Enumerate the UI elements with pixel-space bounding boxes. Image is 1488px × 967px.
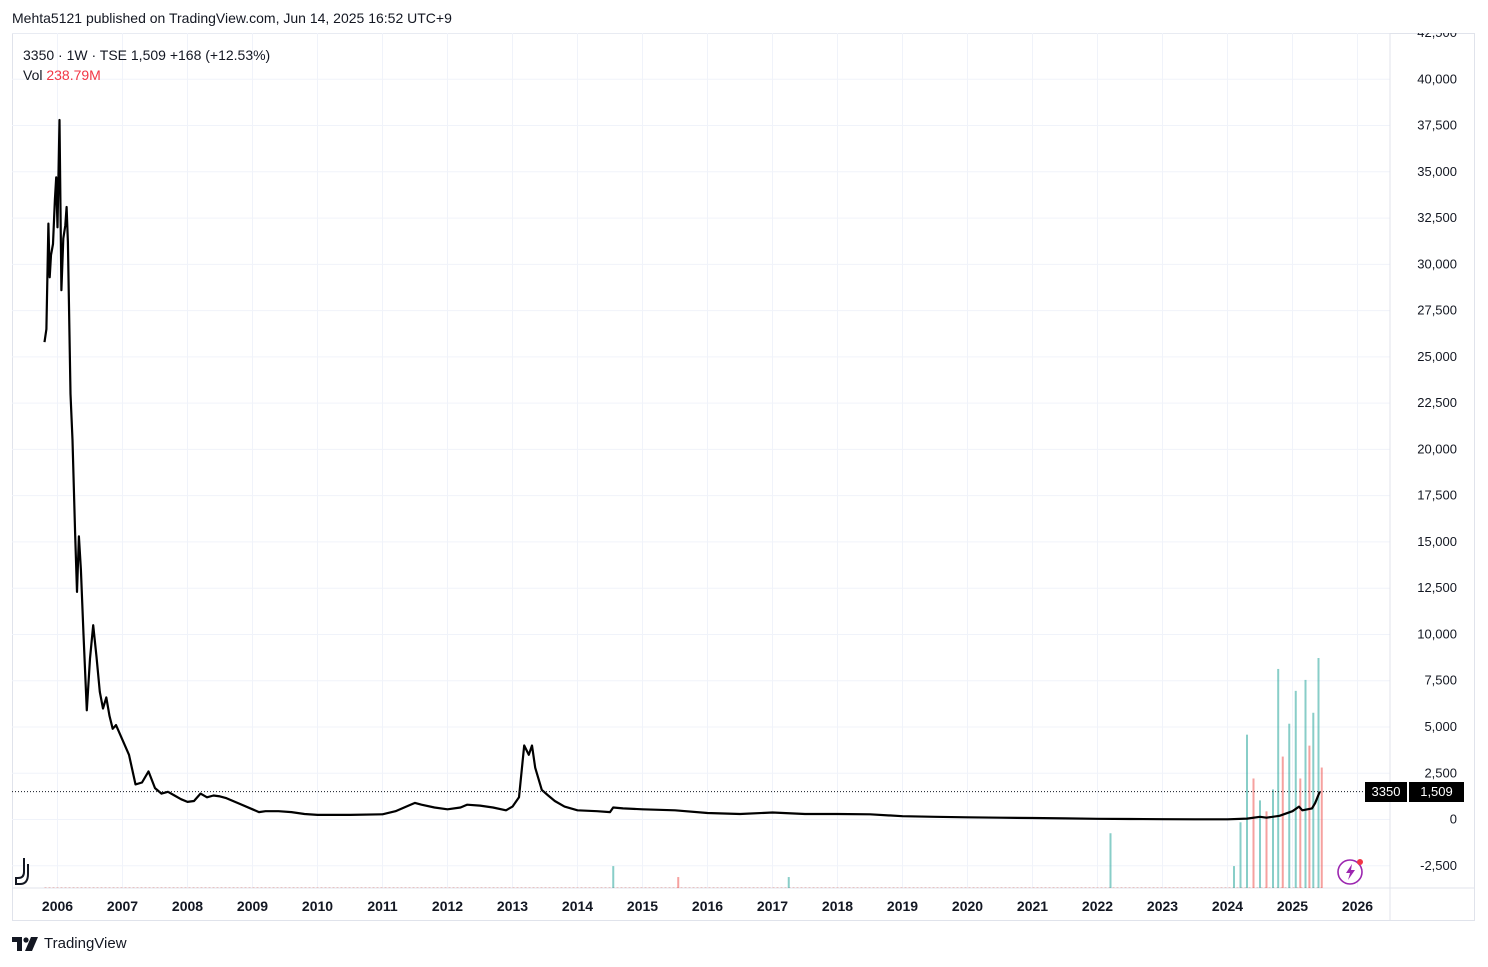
x-tick-label: 2026 [1342, 898, 1373, 914]
tradingview-logo-icon [12, 936, 38, 951]
footer: TradingView [12, 935, 127, 952]
volume-bar [1277, 668, 1280, 888]
x-tick-label: 2008 [172, 898, 203, 914]
volume-bar [1265, 811, 1268, 888]
chart-legend: 3350 · 1W · TSE 1,509 +168 (+12.53%) Vol… [23, 45, 270, 85]
current-price-tag: 1,509 [1409, 782, 1464, 802]
volume-bar [1259, 800, 1261, 888]
bolt-icon[interactable] [1337, 857, 1365, 885]
y-tick-label: 40,000 [1417, 71, 1457, 86]
y-tick-label: 35,000 [1417, 164, 1457, 179]
y-tick-label: 20,000 [1417, 441, 1457, 456]
symbol-price-tag: 3350 [1365, 782, 1407, 802]
y-tick-label: -2,500 [1420, 858, 1457, 873]
x-tick-label: 2019 [887, 898, 918, 914]
volume-bar [1294, 690, 1297, 888]
volume-bar [787, 877, 790, 888]
x-tick-label: 2022 [1082, 898, 1113, 914]
volume-value: 238.79M [46, 67, 101, 83]
volume-bar [1109, 833, 1112, 888]
footer-brand: TradingView [44, 935, 127, 952]
x-tick-label: 2015 [627, 898, 658, 914]
volume-legend: Vol 238.79M [23, 65, 270, 85]
symbol-legend: 3350 · 1W · TSE 1,509 +168 (+12.53%) [23, 47, 271, 63]
x-tick-label: 2011 [367, 898, 398, 914]
y-tick-label: 27,500 [1417, 303, 1457, 318]
x-tick-label: 2017 [757, 898, 788, 914]
volume-bar [677, 877, 680, 888]
x-tick-label: 2007 [107, 898, 138, 914]
y-tick-label: 22,500 [1417, 395, 1457, 410]
volume-bar [1246, 734, 1248, 888]
x-tick-label: 2018 [822, 898, 853, 914]
volume-bar [1304, 679, 1307, 888]
volume-bar [612, 866, 615, 888]
x-tick-label: 2012 [432, 898, 463, 914]
y-tick-label: 42,500 [1417, 33, 1457, 40]
x-tick-label: 2010 [302, 898, 333, 914]
volume-bar [1272, 789, 1274, 888]
y-tick-label: 12,500 [1417, 580, 1457, 595]
volume-bar [1233, 866, 1235, 888]
y-tick-label: 15,000 [1417, 534, 1457, 549]
y-tick-label: 17,500 [1417, 488, 1457, 503]
y-tick-label: 5,000 [1424, 719, 1457, 734]
volume-bar [1308, 745, 1311, 888]
price-chart[interactable]: -2,500 0 2,500 5,000 7,500 10,000 12,500 15,000… [12, 33, 1475, 921]
x-tick-label: 2025 [1277, 898, 1308, 914]
y-tick-label: 10,000 [1417, 626, 1457, 641]
x-tick-label: 2016 [692, 898, 723, 914]
y-tick-label: 0 [1450, 812, 1457, 827]
y-tick-label: 30,000 [1417, 256, 1457, 271]
publish-info: Mehta5121 published on TradingView.com, … [12, 10, 452, 26]
volume-bar [1320, 767, 1323, 888]
x-tick-label: 2021 [1017, 898, 1048, 914]
x-tick-label: 2009 [237, 898, 268, 914]
volume-bar [1252, 778, 1255, 888]
volume-bar [1312, 712, 1315, 888]
volume-bar [1281, 756, 1284, 888]
chart-tool-icon[interactable] [14, 856, 34, 886]
y-tick-label: 25,000 [1417, 349, 1457, 364]
x-tick-label: 2020 [952, 898, 983, 914]
price-line [43, 118, 1321, 821]
x-tick-label: 2013 [497, 898, 528, 914]
y-tick-label: 2,500 [1424, 765, 1457, 780]
volume-bar [1299, 778, 1302, 888]
volume-label: Vol [23, 67, 43, 83]
x-tick-label: 2023 [1147, 898, 1178, 914]
y-tick-label: 7,500 [1424, 673, 1457, 688]
x-tick-label: 2024 [1212, 898, 1243, 914]
volume-bar [1288, 723, 1291, 888]
volume-bar [1317, 658, 1320, 888]
volume-bar [1239, 822, 1242, 888]
x-tick-label: 2006 [42, 898, 73, 914]
y-tick-label: 32,500 [1417, 210, 1457, 225]
x-tick-label: 2014 [562, 898, 593, 914]
y-tick-label: 37,500 [1417, 118, 1457, 133]
